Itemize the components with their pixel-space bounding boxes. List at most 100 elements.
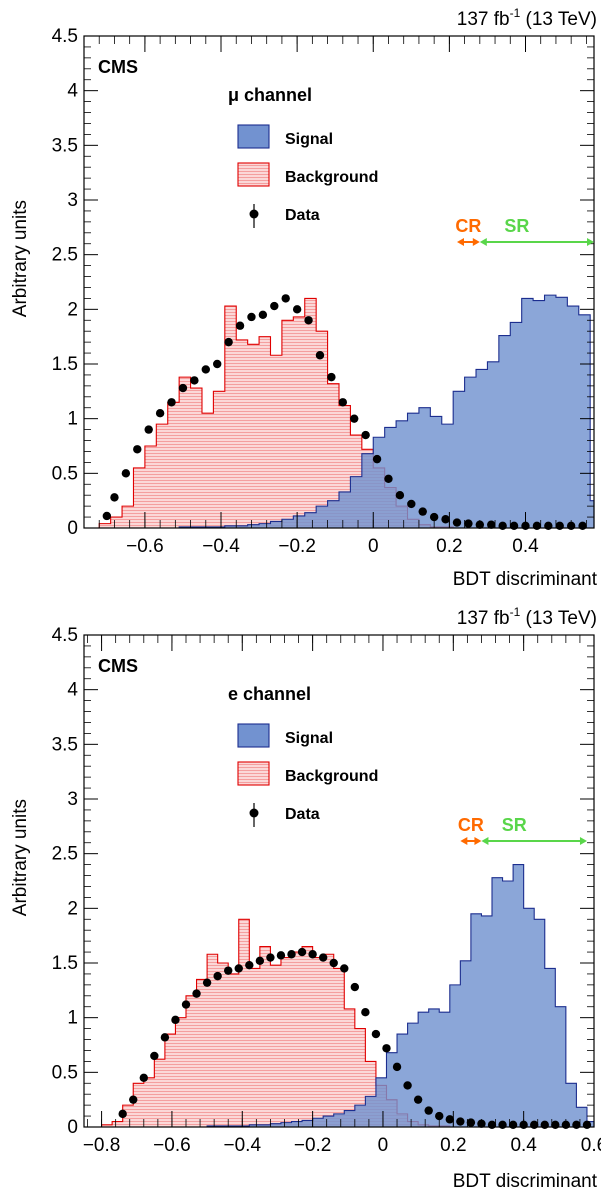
- chart-plot-mu: 0 0.5 1 1.5 2 2.5 3 3.5 4 4.5 −0.6 −0.4 −0.2 0 0.2 0.4 S…: [52, 26, 595, 557]
- data-point: [224, 337, 233, 347]
- sr-label: SR: [504, 216, 529, 236]
- legend-data-marker: [249, 808, 259, 818]
- data-point: [445, 1115, 454, 1124]
- data-point: [304, 316, 313, 325]
- y-axis-label: Arbitrary units: [10, 799, 31, 916]
- legend-data-marker: [249, 209, 259, 219]
- y-tick-label: 4: [67, 680, 78, 701]
- data-point: [144, 425, 153, 434]
- signal-histogram: [101, 864, 595, 1128]
- data-point: [133, 445, 142, 454]
- channel-label: μ channel: [228, 85, 312, 105]
- x-tick-label: 0.4: [512, 536, 539, 557]
- x-tick-label: −0.6: [153, 1135, 191, 1156]
- data-point: [578, 521, 587, 531]
- data-point: [308, 950, 317, 959]
- data-point: [395, 491, 405, 500]
- data-point: [329, 958, 338, 968]
- data-point: [338, 398, 348, 407]
- legend-background-label: Background: [285, 768, 378, 785]
- region-markers: CR SR: [455, 216, 594, 246]
- data-point: [466, 1118, 476, 1127]
- data-point: [255, 956, 265, 966]
- data-point: [372, 454, 382, 464]
- data-point: [544, 521, 553, 531]
- legend-background-swatch: [237, 761, 270, 786]
- signal-histogram: [99, 294, 595, 529]
- legend-signal-swatch: [237, 124, 270, 149]
- cr-arrow-right-head: [472, 238, 480, 246]
- data-point: [572, 1120, 581, 1130]
- x-tick-label: 0: [378, 1135, 389, 1156]
- legend-data-label: Data: [285, 806, 320, 823]
- legend-background-swatch: [237, 162, 270, 187]
- data-point: [266, 953, 275, 962]
- y-tick-label: 4: [67, 81, 78, 102]
- x-tick-label: −0.4: [224, 1135, 262, 1156]
- plot-frame: [83, 35, 595, 529]
- data-point: [129, 1095, 138, 1104]
- y-tick-label: 2.5: [52, 844, 78, 865]
- data-point: [551, 1120, 560, 1130]
- data-point: [270, 301, 279, 311]
- legend-signal-label: Signal: [285, 131, 333, 148]
- data-point: [297, 947, 307, 957]
- chart-plot-e: 0 0.5 1 1.5 2 2.5 3 3.5 4 4.5 −0.8 −0.6 −0.4 −0.2 0 0.2…: [52, 625, 601, 1156]
- data-point: [287, 950, 296, 959]
- x-tick-label: 0.4: [510, 1135, 537, 1156]
- x-tick-label: 0: [368, 536, 379, 557]
- y-tick-label: 2: [67, 299, 78, 320]
- data-point: [371, 1029, 381, 1039]
- data-point: [150, 1051, 159, 1061]
- y-tick-label: 3: [67, 190, 78, 211]
- data-point: [530, 1120, 539, 1130]
- data-point: [361, 430, 370, 440]
- data-point: [392, 1062, 402, 1072]
- y-tick-label: 0: [67, 518, 78, 539]
- data-point: [213, 971, 222, 981]
- x-tick-label: −0.2: [294, 1135, 332, 1156]
- y-tick-label: 0.5: [52, 463, 78, 484]
- data-point: [234, 964, 243, 973]
- legend: Signal Background Data: [237, 124, 378, 228]
- y-tick-label: 3.5: [52, 734, 78, 755]
- y-tick-label: 4.5: [52, 625, 78, 646]
- data-point: [487, 520, 496, 529]
- data-point: [224, 966, 233, 975]
- x-tick-label: 0.6: [581, 1135, 601, 1156]
- data-point: [508, 1120, 518, 1130]
- y-tick-label: 1: [67, 409, 78, 430]
- data-point: [350, 414, 359, 423]
- experiment-label: CMS: [98, 656, 138, 676]
- sr-arrow-right-head: [587, 238, 594, 246]
- chart-panel-e: 0 0.5 1 1.5 2 2.5 3 3.5 4 4.5 −0.8 −0.6 −0.4 −0.2 0 0.2…: [0, 599, 601, 1198]
- data-point: [361, 1008, 370, 1017]
- data-point: [155, 409, 165, 418]
- data-point: [407, 499, 416, 509]
- data-point: [540, 1120, 549, 1130]
- y-tick-label: 1: [67, 1008, 78, 1029]
- sr-arrow-left-head: [481, 837, 489, 845]
- data-point: [292, 305, 302, 314]
- y-tick-label: 2: [67, 898, 78, 919]
- sr-label: SR: [502, 815, 527, 835]
- cr-arrow-right-head: [474, 837, 482, 845]
- data-point: [276, 951, 286, 960]
- data-point: [318, 953, 328, 962]
- y-tick-label: 2.5: [52, 245, 78, 266]
- data-point: [118, 1109, 127, 1119]
- data-point: [413, 1095, 423, 1104]
- cr-arrow-left-head: [460, 837, 468, 845]
- channel-label: e channel: [228, 684, 311, 704]
- data-point: [202, 978, 212, 987]
- data-point: [555, 521, 564, 531]
- y-axis-label: Arbitrary units: [10, 200, 31, 317]
- x-tick-label: −0.6: [126, 536, 164, 557]
- data-point: [235, 321, 245, 330]
- x-tick-label: −0.4: [202, 536, 240, 557]
- chart-svg-mu: 0 0.5 1 1.5 2 2.5 3 3.5 4 4.5 −0.6 −0.4 −0.2 0 0.2 0.4 S…: [10, 6, 598, 590]
- data-point: [110, 493, 119, 502]
- y-tick-label: 1.5: [52, 953, 78, 974]
- lumi-label: 137 fb-1 (13 TeV): [457, 605, 597, 629]
- y-tick-label: 0.5: [52, 1062, 78, 1083]
